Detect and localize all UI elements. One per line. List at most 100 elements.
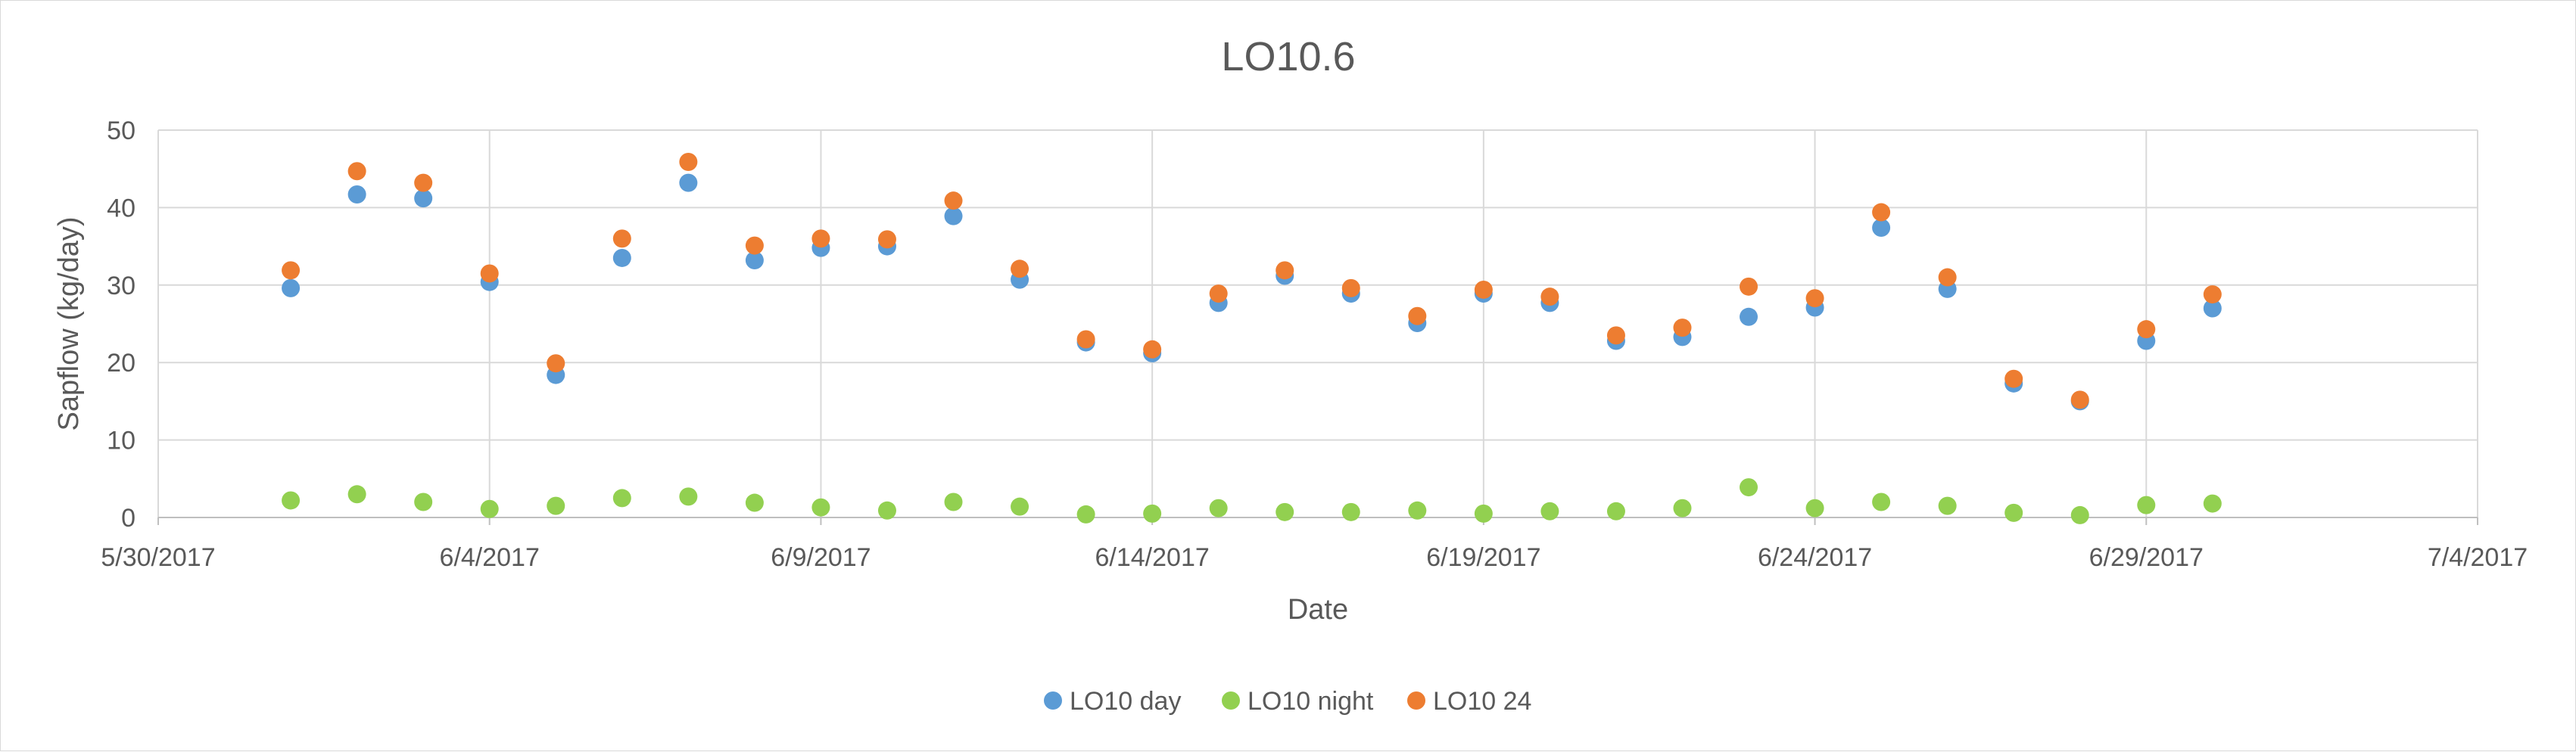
point-lo10-24 (2137, 320, 2156, 339)
point-lo10-24 (1011, 259, 1029, 278)
legend-item-lo10-night: LO10 night (1222, 687, 1374, 716)
point-lo10-night (1872, 493, 1891, 511)
point-lo10-night (1209, 499, 1228, 517)
legend-marker (1222, 691, 1240, 710)
point-lo10-24 (347, 162, 366, 181)
point-lo10-24 (679, 152, 698, 171)
x-tick-label: 6/24/2017 (1758, 543, 1872, 572)
x-axis-title: Date (1288, 594, 1348, 626)
point-lo10-night (679, 487, 698, 506)
point-lo10-24 (877, 230, 896, 249)
point-lo10-24 (1341, 278, 1360, 297)
point-lo10-24 (1076, 330, 1095, 349)
y-tick-label: 0 (121, 504, 135, 533)
point-lo10-day (679, 173, 698, 192)
point-lo10-24 (1540, 287, 1559, 306)
legend-item-lo10-day: LO10 day (1044, 687, 1181, 716)
x-tick-label: 6/14/2017 (1095, 543, 1210, 572)
point-lo10-night (1606, 502, 1625, 520)
y-tick-label: 50 (107, 117, 135, 145)
point-lo10-night (1938, 496, 1957, 515)
point-lo10-night (2004, 503, 2023, 522)
point-lo10-night (1540, 502, 1559, 520)
point-lo10-day (745, 251, 764, 270)
x-tick-label: 6/29/2017 (2089, 543, 2204, 572)
x-tick-label: 7/4/2017 (2428, 543, 2528, 572)
point-lo10-night (347, 485, 366, 504)
y-tick-label: 40 (107, 194, 135, 222)
point-lo10-24 (2070, 390, 2089, 409)
legend-marker (1044, 691, 1062, 710)
point-lo10-day (944, 207, 963, 225)
point-lo10-night (1276, 502, 1294, 521)
point-lo10-night (414, 493, 433, 511)
point-lo10-24 (1740, 277, 1758, 296)
point-lo10-24 (282, 261, 301, 280)
point-lo10-night (1076, 505, 1095, 524)
point-lo10-day (1740, 307, 1758, 326)
point-lo10-24 (1872, 203, 1891, 222)
point-lo10-24 (612, 229, 631, 248)
point-lo10-night (1011, 497, 1029, 516)
point-lo10-night (1805, 499, 1824, 517)
point-lo10-24 (1143, 340, 1162, 359)
x-tick-label: 6/4/2017 (440, 543, 540, 572)
point-lo10-night (1143, 504, 1162, 523)
point-lo10-night (480, 499, 499, 518)
gridlines (157, 129, 2478, 518)
point-lo10-day (612, 248, 631, 267)
legend-item-lo10-24: LO10 24 (1407, 687, 1531, 716)
y-axis-title: Sapflow (kg/day) (53, 216, 85, 430)
point-lo10-day (1872, 219, 1891, 238)
data-points (282, 152, 2222, 524)
point-lo10-24 (745, 236, 764, 255)
point-lo10-24 (1209, 284, 1228, 303)
point-lo10-day (282, 278, 301, 297)
point-lo10-night (1341, 502, 1360, 521)
legend: LO10 day LO10 night LO10 24 (1044, 687, 1531, 716)
x-tick-label: 6/9/2017 (771, 543, 871, 572)
point-lo10-night (547, 496, 565, 515)
point-lo10-24 (2203, 285, 2222, 304)
axes: 0 10 20 30 40 50 5/30/2017 6/4/2017 6/9/2017 6/14… (101, 117, 2528, 572)
y-tick-label: 30 (107, 272, 135, 300)
legend-label: LO10 night (1248, 687, 1374, 716)
point-lo10-night (1474, 504, 1493, 523)
point-lo10-night (1408, 501, 1427, 520)
point-lo10-night (282, 491, 301, 510)
point-lo10-24 (1938, 268, 1957, 287)
point-lo10-24 (414, 173, 433, 192)
point-lo10-24 (944, 191, 963, 210)
point-lo10-24 (547, 354, 565, 373)
x-tick-label: 6/19/2017 (1426, 543, 1540, 572)
point-lo10-day (2203, 299, 2222, 318)
point-lo10-night (745, 493, 764, 512)
point-lo10-day (347, 185, 366, 204)
point-lo10-24 (1673, 319, 1692, 337)
point-lo10-night (2070, 505, 2089, 524)
x-tick-label: 5/30/2017 (101, 543, 215, 572)
point-lo10-night (612, 489, 631, 508)
y-tick-label: 10 (107, 427, 135, 455)
point-lo10-night (944, 493, 963, 511)
point-lo10-night (811, 498, 830, 517)
point-lo10-night (1673, 499, 1692, 517)
y-tick-label: 20 (107, 349, 135, 378)
point-lo10-night (1740, 478, 1758, 497)
point-lo10-24 (1606, 326, 1625, 345)
point-lo10-24 (1474, 280, 1493, 299)
legend-marker (1407, 691, 1425, 710)
point-lo10-24 (1276, 261, 1294, 280)
legend-label: LO10 24 (1433, 687, 1531, 716)
point-lo10-24 (1805, 289, 1824, 308)
legend-label: LO10 day (1070, 687, 1181, 716)
chart-title: LO10.6 (1221, 34, 1355, 79)
point-lo10-24 (811, 229, 830, 248)
point-lo10-24 (2004, 369, 2023, 388)
point-lo10-night (2137, 496, 2156, 514)
point-lo10-24 (1408, 306, 1427, 325)
point-lo10-night (2203, 494, 2222, 513)
point-lo10-24 (480, 264, 499, 283)
